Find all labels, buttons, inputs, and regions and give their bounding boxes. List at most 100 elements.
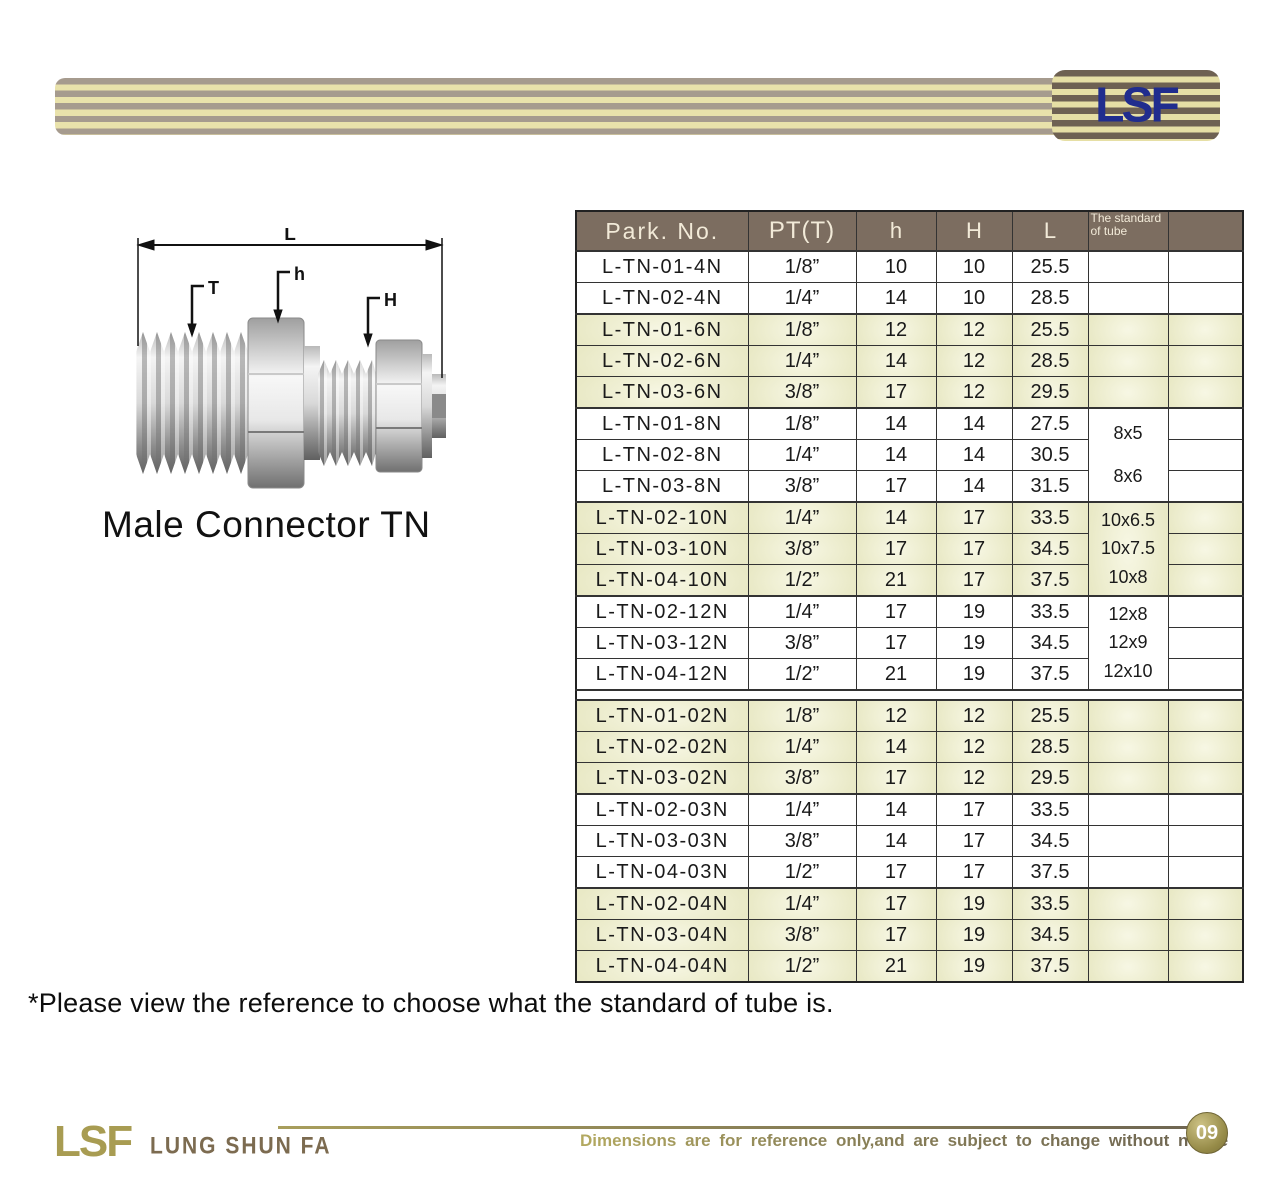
h-cell: 17	[855, 762, 937, 795]
extra-cell	[1167, 762, 1244, 795]
part-number-cell: L-TN-03-03N	[575, 825, 749, 857]
part-number-cell: L-TN-01-02N	[575, 699, 749, 732]
part-number-cell: L-TN-01-4N	[575, 250, 749, 283]
standard-of-tube-cell: 8x5 8x6	[1087, 407, 1169, 503]
H-cell: 12	[935, 376, 1013, 409]
page-number: 09	[1195, 1121, 1219, 1144]
table-row: L-TN-04-03N 1/2” 17 17 37.5	[575, 856, 1244, 889]
footer-rule	[278, 1126, 1206, 1129]
extra-cell	[1167, 887, 1244, 920]
part-number-cell: L-TN-03-04N	[575, 919, 749, 951]
pt-cell: 1/4”	[747, 887, 857, 920]
standard-of-tube-value: 10x8	[1108, 567, 1148, 588]
collar	[304, 346, 320, 460]
part-number-cell: L-TN-04-04N	[575, 950, 749, 983]
pt-cell: 1/8”	[747, 699, 857, 732]
table-row: L-TN-03-04N 3/8” 17 19 34.5	[575, 919, 1244, 951]
table-row: L-TN-02-12N 1/4” 17 19 33.5 12x8 12x9 12x10	[575, 595, 1244, 691]
dim-label-L: L	[284, 228, 296, 245]
standard-of-tube-value: 12x9	[1108, 632, 1148, 653]
extra-cell	[1167, 501, 1244, 534]
L-cell: 33.5	[1011, 501, 1089, 534]
pt-cell: 1/2”	[747, 564, 857, 597]
lsf-logo-chip: LSF	[1052, 70, 1220, 141]
h-cell: 14	[855, 825, 937, 857]
H-cell: 12	[935, 731, 1013, 763]
table-row: L-TN-04-12N 1/2” 21 19 37.5	[575, 658, 1244, 691]
h-cell: 17	[855, 533, 937, 565]
part-number-cell: L-TN-03-6N	[575, 376, 749, 409]
L-cell: 34.5	[1011, 825, 1089, 857]
compression-nut	[375, 339, 432, 473]
part-number-cell: L-TN-02-4N	[575, 282, 749, 315]
extra-cell	[1167, 699, 1244, 732]
L-cell: 25.5	[1011, 699, 1089, 732]
standard-of-tube-values: 8x5 8x6	[1091, 412, 1166, 498]
header-L: L	[1011, 210, 1089, 252]
pt-cell: 1/8”	[747, 313, 857, 346]
thread-right	[318, 360, 376, 466]
H-cell: 19	[935, 658, 1013, 691]
part-number-cell: L-TN-03-10N	[575, 533, 749, 565]
part-number-cell: L-TN-04-10N	[575, 564, 749, 597]
table-header-row: Park. No. PT(T) h H L The standard of tu…	[575, 210, 1244, 252]
extra-cell	[1167, 376, 1244, 409]
h-cell: 10	[855, 250, 937, 283]
part-number-cell: L-TN-02-8N	[575, 439, 749, 471]
dimension-lines: L T h H	[136, 228, 444, 378]
pt-cell: 1/2”	[747, 950, 857, 983]
h-cell: 14	[855, 282, 937, 315]
h-cell: 21	[855, 564, 937, 597]
extra-cell	[1167, 564, 1244, 597]
H-cell: 17	[935, 825, 1013, 857]
standard-of-tube-cell	[1087, 282, 1169, 315]
spec-table-body: L-TN-01-4N 1/8” 10 10 25.5 L-TN-02-4N 1/4” 14 10…	[575, 250, 1244, 983]
standard-of-tube-cell	[1087, 376, 1169, 409]
L-cell: 34.5	[1011, 533, 1089, 565]
standard-of-tube-cell	[1087, 856, 1169, 889]
H-cell: 14	[935, 470, 1013, 503]
table-row: L-TN-01-4N 1/8” 10 10 25.5	[575, 250, 1244, 283]
table-row: L-TN-01-8N 1/8” 14 14 27.5 8x5 8x6	[575, 407, 1244, 503]
L-cell: 37.5	[1011, 950, 1089, 983]
part-number-cell: L-TN-02-04N	[575, 887, 749, 920]
h-cell: 14	[855, 793, 937, 826]
standard-of-tube-cell	[1087, 250, 1169, 283]
L-cell: 34.5	[1011, 919, 1089, 951]
standard-of-tube-value: 10x6.5	[1100, 509, 1156, 530]
L-cell: 28.5	[1011, 731, 1089, 763]
table-row: L-TN-03-12N 3/8” 17 19 34.5	[575, 627, 1244, 659]
table-row: L-TN-03-8N 3/8” 17 14 31.5	[575, 470, 1244, 503]
standard-of-tube-cell	[1087, 887, 1169, 920]
thread-left	[136, 332, 248, 474]
H-cell: 10	[935, 282, 1013, 315]
pt-cell: 1/4”	[747, 793, 857, 826]
table-row: L-TN-01-6N 1/8” 12 12 25.5	[575, 313, 1244, 346]
part-number-cell: L-TN-02-10N	[575, 501, 749, 534]
table-row: L-TN-02-04N 1/4” 17 19 33.5	[575, 887, 1244, 920]
table-row: L-TN-02-10N 1/4” 14 17 33.5 10x6.5 10x7.5 10x8	[575, 501, 1244, 597]
header-h: h	[855, 210, 937, 252]
L-cell: 29.5	[1011, 376, 1089, 409]
footer-company-name: LUNG SHUN FA	[150, 1133, 332, 1160]
extra-cell	[1167, 731, 1244, 763]
dim-label-h: h	[294, 264, 305, 284]
standard-of-tube-cell	[1087, 699, 1169, 732]
pt-cell: 1/4”	[747, 345, 857, 377]
pt-cell: 1/4”	[747, 731, 857, 763]
pt-cell: 1/2”	[747, 856, 857, 889]
H-cell: 19	[935, 919, 1013, 951]
L-cell: 37.5	[1011, 658, 1089, 691]
L-cell: 37.5	[1011, 564, 1089, 597]
pt-cell: 3/8”	[747, 376, 857, 409]
H-cell: 12	[935, 762, 1013, 795]
header-extra	[1167, 210, 1244, 252]
table-row: L-TN-02-6N 1/4” 14 12 28.5	[575, 345, 1244, 377]
L-cell: 25.5	[1011, 250, 1089, 283]
H-cell: 17	[935, 564, 1013, 597]
section-gap-cell	[575, 689, 1244, 701]
table-row: L-TN-04-10N 1/2” 21 17 37.5	[575, 564, 1244, 597]
extra-cell	[1167, 950, 1244, 983]
pt-cell: 3/8”	[747, 470, 857, 503]
h-cell: 14	[855, 407, 937, 440]
